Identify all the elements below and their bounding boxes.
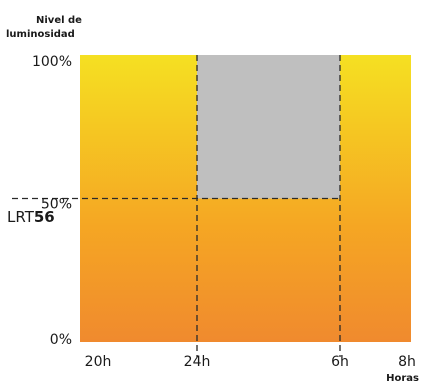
x-tick-label: 24h xyxy=(184,354,211,370)
lrt-value: 56 xyxy=(34,208,55,226)
x-tick-label: 8h xyxy=(398,354,416,370)
y-axis-title-line2: luminosidad xyxy=(6,29,75,40)
x-tick-label: 6h xyxy=(331,354,349,370)
y-tick-label: 0% xyxy=(50,332,72,348)
shaded-region xyxy=(197,55,340,199)
y-axis-title-line1: Nivel de xyxy=(36,15,82,26)
lrt-prefix: LRT xyxy=(7,208,35,226)
x-tick-label: 20h xyxy=(85,354,112,370)
y-tick-label: 50% xyxy=(41,197,72,213)
y-tick-label: 100% xyxy=(32,54,72,70)
x-axis-title: Horas xyxy=(386,373,419,383)
lrt-label: LRT56 xyxy=(7,208,55,226)
